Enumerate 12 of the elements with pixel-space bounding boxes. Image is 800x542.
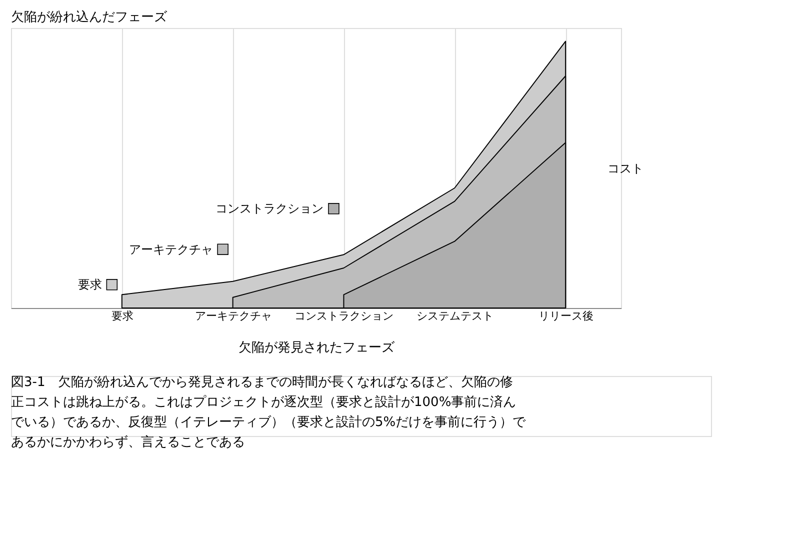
- x-tick-label: アーキテクチャ: [194, 310, 272, 322]
- y-axis-title: コスト: [608, 162, 644, 176]
- caption: 図3-1 欠陥が紛れ込んでから発見されるまでの時間が長くなればなるほど、欠陥の修正コストは跳ね上がる。これはプロジェクトが逐次型（要求と設計が100%事前に済んでいる）であるか、反復型（イテレーティブ）（要求と設計の5%だけを事前に行う）であるかにかかわらず、言えることである: [11, 375, 527, 450]
- legend-label: 要求: [78, 278, 102, 292]
- x-tick-label: リリース後: [538, 310, 594, 322]
- legend-label: アーキテクチャ: [128, 242, 213, 256]
- x-tick-label: システムテスト: [416, 310, 494, 322]
- x-tick-label: コンストラクション: [294, 310, 394, 322]
- x-axis-title: 欠陥が発見されたフェーズ: [238, 340, 396, 356]
- legend-label: コンストラクション: [216, 202, 324, 216]
- x-tick-label: 要求: [111, 310, 134, 322]
- legend-title: 欠陥が紛れ込んだフェーズ: [11, 10, 168, 25]
